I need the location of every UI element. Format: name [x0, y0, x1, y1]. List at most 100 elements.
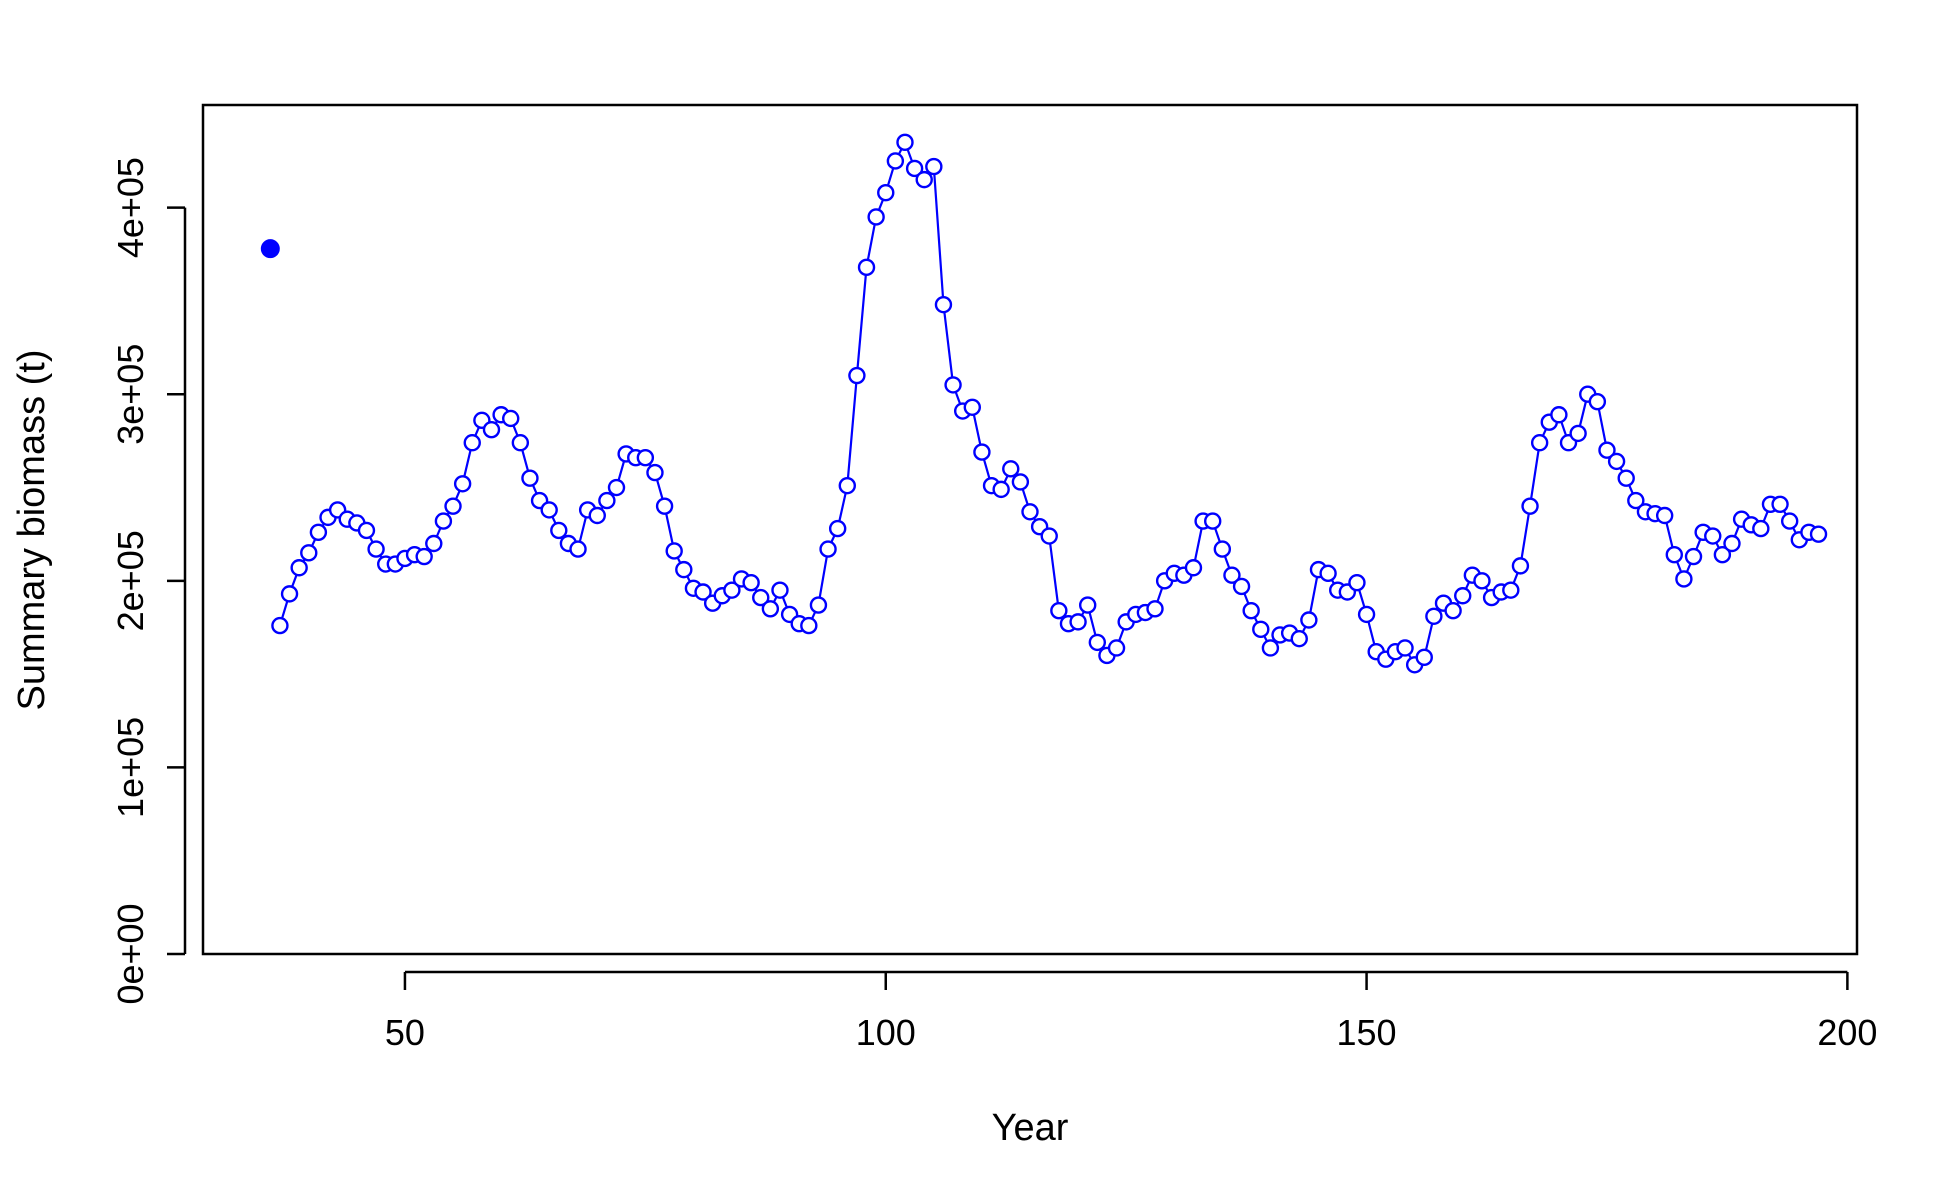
data-point: [463, 434, 481, 452]
data-point: [1752, 519, 1770, 538]
y-tick-label: 3e+05: [110, 344, 151, 445]
data-point: [877, 183, 895, 202]
data-point: [1290, 629, 1308, 648]
data-point: [1444, 601, 1462, 620]
data-point: [1184, 559, 1203, 577]
data-point: [1300, 611, 1318, 629]
data-point: [290, 559, 308, 577]
data-point: [944, 376, 962, 394]
data-point: [1425, 607, 1443, 625]
data-point: [521, 469, 539, 487]
data-point: [357, 521, 376, 540]
data-point: [809, 596, 828, 614]
data-point: [925, 157, 943, 176]
data-point: [271, 616, 289, 635]
data-point: [1627, 491, 1645, 510]
data-point: [502, 409, 520, 428]
data-point: [1213, 540, 1232, 558]
initial-point: [260, 239, 280, 259]
data-point: [1607, 452, 1626, 471]
data-point: [838, 476, 856, 495]
data-point: [1473, 572, 1491, 590]
data-point: [905, 159, 924, 178]
data-point: [1415, 648, 1433, 667]
data-point: [915, 170, 933, 189]
data-point: [1252, 620, 1270, 639]
data-point: [550, 521, 568, 540]
data-point: [453, 475, 472, 493]
data-point: [742, 573, 760, 592]
data-point: [598, 491, 616, 510]
data-point: [434, 512, 453, 530]
data-point: [1261, 639, 1280, 657]
x-tick-label: 200: [1817, 1012, 1877, 1053]
y-axis-title: Summary biomass (t): [11, 349, 53, 710]
data-point: [1780, 512, 1799, 530]
data-point: [1588, 392, 1607, 411]
data-point: [1078, 596, 1097, 614]
data-point: [761, 600, 780, 618]
data-point: [694, 583, 712, 601]
data-point: [848, 366, 866, 385]
y-tick-label: 4e+05: [110, 157, 151, 258]
y-tick-label: 0e+00: [110, 903, 151, 1004]
data-point: [367, 540, 385, 558]
y-tick-label: 2e+05: [110, 530, 151, 631]
data-point: [511, 434, 530, 452]
data-point: [934, 295, 953, 314]
data-point: [1771, 495, 1789, 514]
data-point: [280, 585, 299, 603]
x-tick-label: 150: [1337, 1012, 1397, 1053]
data-point: [1021, 503, 1039, 521]
data-point: [655, 497, 674, 515]
data-point: [588, 506, 606, 525]
data-point: [1511, 557, 1530, 575]
data-point: [1050, 601, 1068, 620]
x-tick-label: 100: [856, 1012, 916, 1053]
series-layer: [260, 133, 1828, 674]
data-point: [1675, 570, 1693, 588]
data-point: [1002, 460, 1020, 478]
y-tick-label: 1e+05: [110, 717, 151, 818]
data-point: [800, 616, 818, 635]
data-point: [867, 208, 885, 226]
data-point: [1713, 545, 1732, 564]
data-point: [1011, 473, 1030, 491]
data-point: [425, 534, 443, 553]
data-point: [1232, 577, 1251, 596]
x-axis-title: Year: [992, 1107, 1069, 1149]
data-point: [1598, 441, 1616, 459]
data-point: [1723, 534, 1741, 553]
data-point: [300, 544, 318, 562]
x-axis: 50 100 150 200: [385, 970, 1877, 1053]
data-point: [1069, 613, 1087, 631]
data-point: [1502, 581, 1520, 599]
data-point: [1357, 605, 1376, 624]
data-point: [1146, 600, 1164, 618]
data-point: [482, 420, 501, 439]
data-point: [857, 258, 876, 277]
data-point: [1684, 547, 1703, 566]
data-point: [1242, 601, 1260, 620]
data-point: [1107, 639, 1126, 657]
data-point: [1204, 512, 1222, 530]
data-point: [1550, 406, 1568, 424]
data-point: [636, 448, 655, 467]
data-point: [444, 497, 462, 515]
data-point: [1454, 587, 1472, 605]
data-point: [1396, 639, 1414, 657]
data-point: [646, 463, 664, 482]
data-point: [1223, 566, 1241, 584]
data-point: [1348, 573, 1366, 592]
data-point: [896, 133, 914, 152]
data-point: [1665, 545, 1683, 564]
data-point: [1040, 527, 1058, 545]
data-point: [415, 547, 433, 566]
data-point: [771, 581, 789, 599]
plot-frame: [201, 103, 1859, 956]
data-point: [973, 443, 991, 461]
data-point: [723, 581, 741, 599]
data-point: [963, 398, 982, 416]
data-point: [1530, 434, 1549, 452]
